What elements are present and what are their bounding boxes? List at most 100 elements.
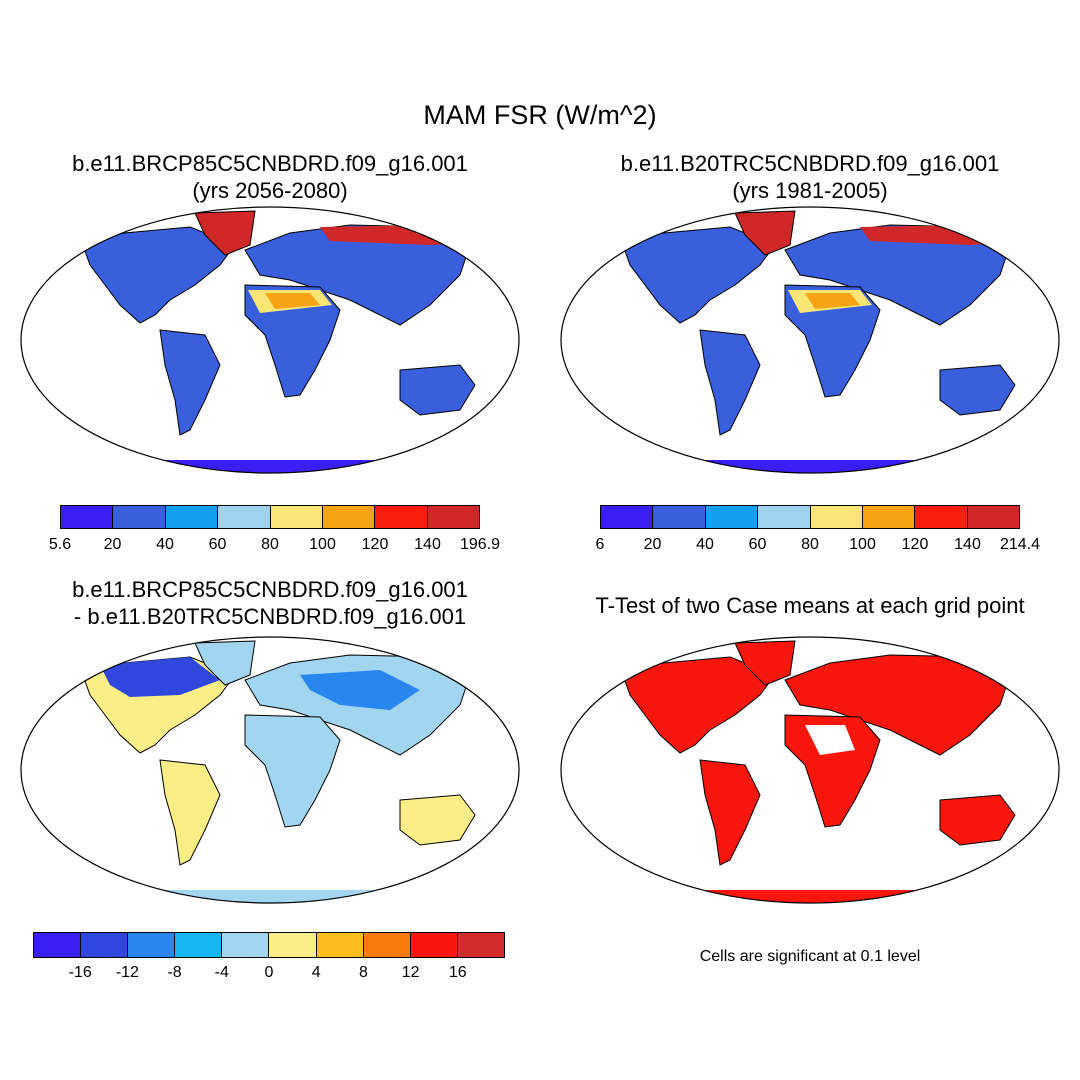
cb1-tick-label: 100 xyxy=(309,536,336,553)
sahara-nonsignificant xyxy=(805,725,855,755)
panel-3-title-line2: - b.e11.B20TRC5CNBDRD.f09_g16.001 xyxy=(73,604,467,629)
cb2-tick-label: 100 xyxy=(849,536,876,553)
panel-2-title-line2: (yrs 1981-2005) xyxy=(732,178,888,203)
colorbar-1-labels: 5.6 20 40 60 80 100 120 140 196.9 xyxy=(49,536,500,556)
cb3-swatch-2 xyxy=(128,933,176,957)
cb3-tick-label: 0 xyxy=(264,964,274,981)
cb3-tick-label: -12 xyxy=(115,964,139,981)
cb3-swatch-4 xyxy=(222,933,270,957)
cb1-tick-label: 120 xyxy=(361,536,389,553)
panel-1-title-line1: b.e11.BRCP85C5CNBDRD.f09_g16.001 xyxy=(72,151,468,176)
cb2-swatch-1 xyxy=(653,506,706,528)
cb1-swatch-7 xyxy=(427,506,479,528)
map-3-landmass xyxy=(21,640,519,903)
map-4-landmass xyxy=(561,640,1059,903)
south-america xyxy=(159,329,221,436)
south-america xyxy=(699,759,761,866)
map-panel-4 xyxy=(560,636,1060,904)
australia xyxy=(399,794,476,846)
cb2-swatch-0 xyxy=(601,506,654,528)
cb2-swatch-2 xyxy=(705,506,759,528)
significance-note: Cells are significant at 0.1 level xyxy=(699,948,921,965)
map-1-landmass xyxy=(21,210,519,473)
cb2-tick-label: 80 xyxy=(801,536,819,553)
europe-asia xyxy=(784,654,1011,756)
panel-2-title: b.e11.B20TRC5CNBDRD.f09_g16.001 (yrs 198… xyxy=(560,150,1060,204)
panel-1-title-line2: (yrs 2056-2080) xyxy=(192,178,348,203)
cb2-tick-label: 214.4 xyxy=(999,536,1041,553)
cb3-tick-label: 8 xyxy=(358,964,368,981)
panel-3-title-line1: b.e11.BRCP85C5CNBDRD.f09_g16.001 xyxy=(72,577,468,602)
cb2-swatch-4 xyxy=(810,506,863,528)
map-panel-3 xyxy=(20,636,520,904)
canada-decrease xyxy=(100,657,220,697)
south-america xyxy=(159,759,221,866)
africa xyxy=(244,714,341,828)
panel-3-title: b.e11.BRCP85C5CNBDRD.f09_g16.001 - b.e11… xyxy=(20,576,520,630)
cb2-tick-label: 40 xyxy=(696,536,714,553)
cb1-tick-label: 80 xyxy=(261,536,279,553)
cb3-swatch-7 xyxy=(363,933,411,957)
cb3-tick-label: 16 xyxy=(448,964,467,981)
cb1-tick-label: 60 xyxy=(208,536,227,553)
map-3-frame xyxy=(20,636,520,904)
sahara-hot xyxy=(265,293,320,309)
europe-asia xyxy=(784,224,1011,326)
cb1-tick-label: 5.6 xyxy=(48,536,72,553)
cb1-tick-label: 196.9 xyxy=(459,536,501,553)
map-2-landmass xyxy=(561,210,1059,473)
greenland xyxy=(194,210,256,256)
cb3-tick-label: -16 xyxy=(68,964,92,981)
cb2-tick-label: 60 xyxy=(748,536,767,553)
cb1-swatch-5 xyxy=(322,506,376,528)
figure-title: MAM FSR (W/m^2) xyxy=(423,100,657,130)
panel-1-title: b.e11.BRCP85C5CNBDRD.f09_g16.001 (yrs 20… xyxy=(20,150,520,204)
cb2-tick-label: 140 xyxy=(954,536,981,553)
cb2-swatch-7 xyxy=(967,506,1019,528)
cb3-swatch-9 xyxy=(457,933,504,957)
panel-4-title: T-Test of two Case means at each grid po… xyxy=(560,592,1060,619)
cb3-swatch-0 xyxy=(34,933,82,957)
cb3-swatch-1 xyxy=(81,933,129,957)
australia xyxy=(939,794,1016,846)
cb2-tick-label: 120 xyxy=(901,536,929,553)
africa xyxy=(244,284,341,398)
cb3-swatch-8 xyxy=(410,933,458,957)
panel-2-title-line1: b.e11.B20TRC5CNBDRD.f09_g16.001 xyxy=(620,151,1000,176)
cb1-swatch-6 xyxy=(375,506,428,528)
greenland xyxy=(734,210,796,256)
cb1-swatch-2 xyxy=(165,506,219,528)
sahara-hot xyxy=(805,293,860,309)
colorbar-2 xyxy=(600,505,1020,529)
colorbar-1 xyxy=(60,505,480,529)
cb1-swatch-4 xyxy=(270,506,323,528)
cb2-swatch-5 xyxy=(862,506,916,528)
cb3-swatch-5 xyxy=(269,933,317,957)
eurasia-decrease xyxy=(300,670,420,710)
south-america xyxy=(699,329,761,436)
map-2-frame xyxy=(560,206,1060,474)
map-panel-2 xyxy=(560,206,1060,474)
map-1-frame xyxy=(20,206,520,474)
cb2-swatch-6 xyxy=(915,506,968,528)
africa xyxy=(784,284,881,398)
europe-asia xyxy=(244,224,471,326)
cb2-tick-label: 20 xyxy=(643,536,662,553)
australia xyxy=(399,364,476,416)
cb1-swatch-3 xyxy=(218,506,271,528)
africa xyxy=(784,714,881,828)
cb1-tick-label: 40 xyxy=(156,536,174,553)
colorbar-3-labels: -16 -12 -8 -4 0 4 8 12 16 xyxy=(33,964,505,984)
colorbar-2-labels: 6 20 40 60 80 100 120 140 214.4 xyxy=(596,536,1040,556)
greenland xyxy=(194,640,256,686)
cb3-tick-label: -8 xyxy=(167,964,182,981)
cb2-swatch-3 xyxy=(758,506,811,528)
cb3-tick-label: -4 xyxy=(214,964,229,981)
cb2-tick-label: 6 xyxy=(595,536,605,553)
cb1-swatch-0 xyxy=(61,506,114,528)
cb3-swatch-6 xyxy=(316,933,364,957)
cb1-swatch-1 xyxy=(113,506,166,528)
cb3-tick-label: 4 xyxy=(311,964,321,981)
australia xyxy=(939,364,1016,416)
greenland xyxy=(734,640,796,686)
